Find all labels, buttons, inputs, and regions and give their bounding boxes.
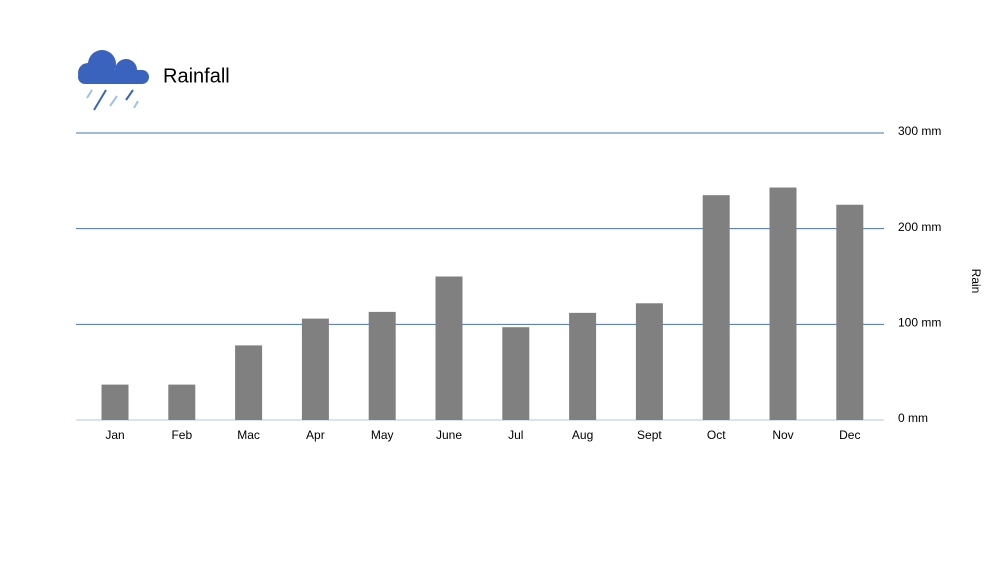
x-tick-label: Aug (572, 428, 593, 442)
x-tick-label: Jan (105, 428, 124, 442)
x-tick-label: Mac (237, 428, 260, 442)
bar (301, 318, 329, 420)
x-tick-label: June (436, 428, 462, 442)
bar (101, 384, 129, 420)
bar (435, 276, 463, 420)
y-axis-label: Rain (969, 269, 983, 294)
bar (569, 312, 597, 420)
x-tick-label: May (371, 428, 394, 442)
bar (702, 195, 730, 420)
bar (635, 303, 663, 420)
bar (368, 311, 396, 420)
chart-title: Rainfall (163, 65, 230, 87)
bar (769, 187, 797, 420)
x-tick-label: Dec (839, 428, 860, 442)
y-tick-label: 0 mm (898, 411, 928, 425)
y-tick-label: 200 mm (898, 220, 941, 234)
bar (235, 345, 263, 420)
y-tick-label: 100 mm (898, 316, 941, 330)
x-tick-label: Nov (772, 428, 793, 442)
x-tick-label: Oct (707, 428, 726, 442)
bar (168, 384, 196, 420)
x-tick-label: Apr (306, 428, 325, 442)
rain-cloud-icon (78, 50, 149, 111)
bar (502, 327, 530, 420)
x-tick-label: Jul (508, 428, 523, 442)
bar (836, 204, 864, 420)
y-tick-label: 300 mm (898, 124, 941, 138)
x-tick-label: Sept (637, 428, 662, 442)
x-tick-label: Feb (171, 428, 192, 442)
